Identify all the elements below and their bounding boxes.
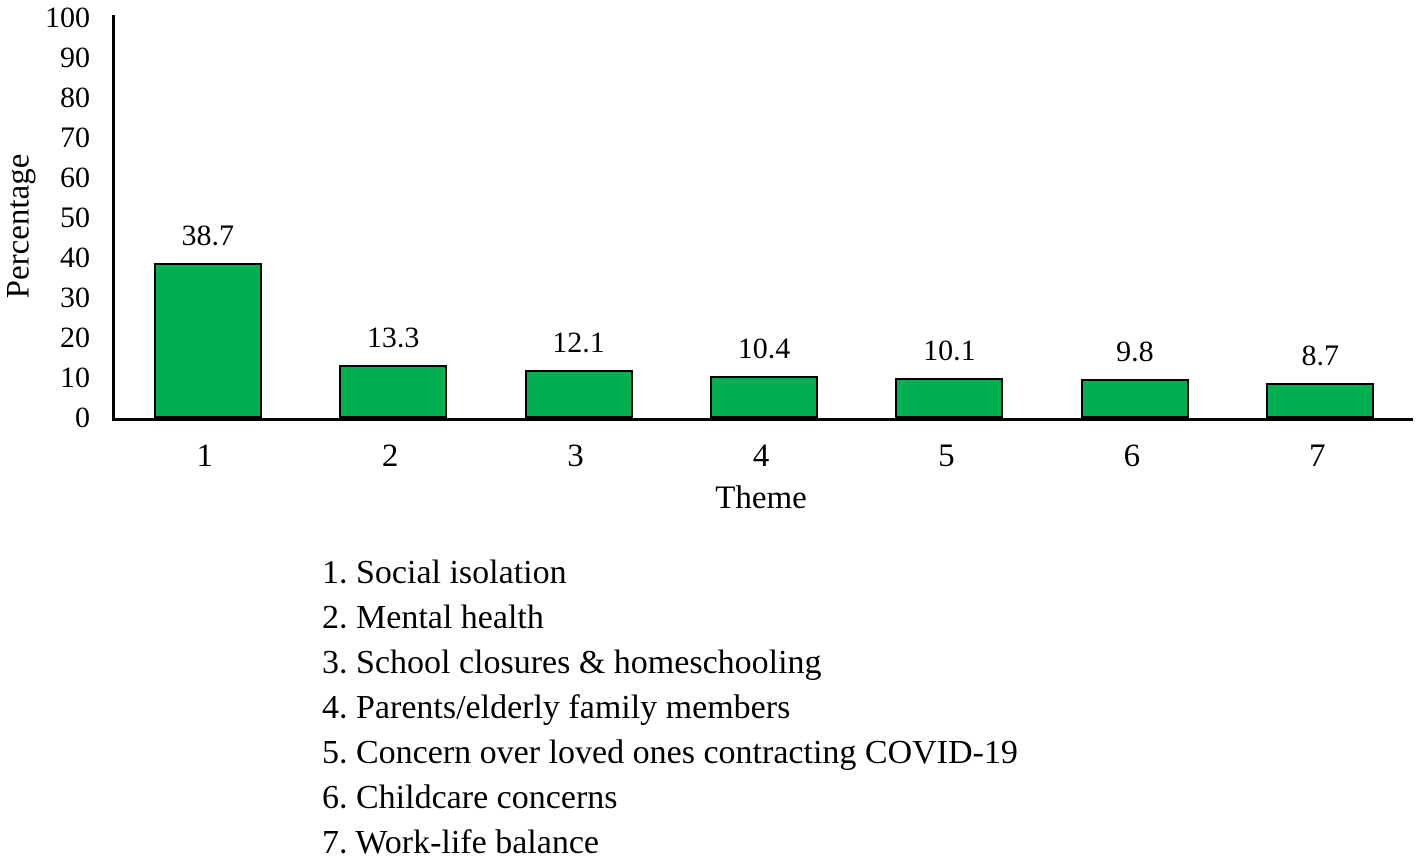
legend-item: 5. Concern over loved ones contracting C…: [322, 734, 1018, 771]
x-tick-label: 3: [567, 438, 584, 474]
legend-item: 2. Mental health: [322, 599, 544, 636]
y-tick-label: 100: [45, 1, 90, 34]
bar: [895, 377, 1004, 418]
x-tick-label: 2: [381, 438, 399, 474]
legend-item: 7. Work-life balance: [322, 824, 600, 861]
bar-value-label: 12.1: [552, 325, 605, 359]
x-tick-label: 4: [752, 438, 770, 474]
x-tick-label: 1: [196, 438, 213, 474]
x-tick-label: 7: [1309, 438, 1326, 474]
bar: [1080, 378, 1189, 418]
bar-value-label: 38.7: [181, 219, 234, 253]
y-tick-label: 90: [60, 41, 90, 74]
y-tick-label: 40: [60, 241, 90, 274]
plot-area: 38.7 13.3 12.1 10.4 10.1 9.8 8.7: [112, 15, 1413, 421]
legend-item: 3. School closures & homeschooling: [322, 644, 822, 681]
y-tick-label: 50: [60, 201, 90, 234]
y-tick-label: 80: [60, 81, 90, 114]
bar: [339, 364, 448, 418]
x-tick-label: 6: [1123, 438, 1141, 474]
bar-value-label: 13.3: [366, 320, 420, 354]
y-tick-label: 20: [60, 321, 90, 354]
legend-item: 6. Childcare concerns: [322, 779, 618, 816]
legend-item: 4. Parents/elderly family members: [322, 689, 791, 726]
bar-value-label: 10.1: [923, 333, 976, 367]
y-axis-title: Percentage: [0, 153, 37, 299]
legend-item: 1. Social isolation: [322, 554, 567, 591]
bar: [1266, 383, 1375, 418]
y-tick-label: 70: [60, 121, 90, 154]
x-tick-label: 5: [938, 438, 955, 474]
theme-legend: 1. Social isolation 2. Mental health 3. Sc…: [322, 550, 1018, 861]
x-axis-title: Theme: [715, 480, 807, 516]
bar: [710, 376, 818, 418]
bar: [524, 369, 633, 418]
x-axis-ticks: 1 2 3 4 5 6 7: [112, 438, 1410, 474]
y-tick-label: 0: [75, 401, 90, 434]
y-axis-ticks: 0 10 20 30 40 50 60 70 80 90 100: [0, 0, 90, 434]
bar-value-label: 8.7: [1301, 339, 1340, 373]
bar: [153, 263, 262, 418]
y-tick-label: 60: [60, 161, 90, 194]
y-tick-label: 10: [60, 361, 90, 394]
bar-value-label: 10.4: [737, 332, 791, 366]
bar-value-label: 9.8: [1116, 334, 1154, 368]
y-tick-label: 30: [60, 281, 90, 314]
